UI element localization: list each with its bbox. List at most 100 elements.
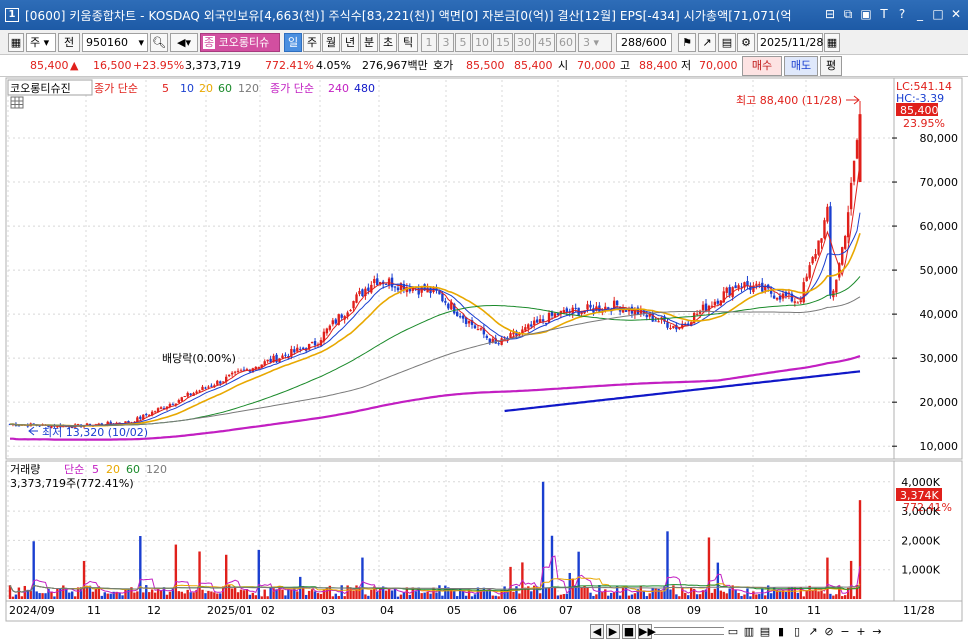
stock-name[interactable]: 종 코오롱티슈 [200, 33, 280, 52]
link-icon[interactable]: ⊟ [824, 7, 836, 21]
indicator-icon[interactable]: ⚑ [678, 33, 696, 52]
candle-body [183, 396, 186, 398]
tf-day-button[interactable]: 일 [284, 33, 302, 52]
pin-icon[interactable]: ▣ [860, 7, 872, 21]
play-icon[interactable]: ▶ [606, 623, 620, 639]
volume-bar [841, 596, 844, 599]
table-icon[interactable] [10, 96, 24, 109]
interval-select[interactable]: 3 ▾ [578, 33, 612, 52]
view-icon[interactable]: ▥ [743, 624, 755, 638]
search-icon[interactable]: 🔍︎ [150, 33, 168, 52]
tf-week-button[interactable]: 주 [303, 33, 321, 52]
tf-year-button[interactable]: 년 [341, 33, 359, 52]
candle-body [672, 325, 675, 329]
interval-10[interactable]: 10 [472, 33, 492, 52]
volume-bar [44, 593, 47, 599]
x-tick-label: 10 [754, 604, 768, 617]
ma5-label: 5 [162, 82, 169, 95]
volume-bar [808, 585, 811, 599]
calendar-icon[interactable]: ▦ [824, 33, 840, 52]
volume-bar [601, 591, 604, 599]
candle-body [174, 403, 178, 406]
minus-icon[interactable]: − [840, 624, 850, 638]
scrollbar[interactable] [654, 627, 724, 635]
market-select[interactable]: 주 ▾ [26, 33, 56, 52]
sound-icon[interactable]: ◀▾ [170, 33, 198, 52]
volume-bar [213, 592, 216, 599]
candle-body [823, 220, 826, 239]
volume-bar [506, 590, 509, 599]
panel-stock-tag[interactable]: 코오롱티슈진 [10, 82, 71, 95]
ma480-label: 480 [354, 82, 375, 95]
draw-icon[interactable]: ↗ [698, 33, 716, 52]
interval-45[interactable]: 45 [535, 33, 555, 52]
volume-panel[interactable] [5, 460, 895, 602]
candle-body [669, 327, 672, 329]
plus-icon[interactable]: + [856, 624, 866, 638]
volume-bar [245, 589, 249, 599]
volume-label[interactable]: 거래량 [10, 463, 40, 476]
vol-ma120-label: 120 [146, 463, 167, 476]
settings-icon[interactable]: ⚙ [737, 33, 755, 52]
volume-bar [352, 590, 355, 599]
maximize-icon[interactable]: □ [932, 7, 944, 21]
tf-month-button[interactable]: 월 [322, 33, 340, 52]
eval-button[interactable]: 평 [820, 56, 842, 76]
volume-bar [447, 587, 450, 599]
volume-bar [417, 587, 420, 599]
candle-body [245, 369, 249, 371]
volume-bar [296, 591, 299, 599]
right-arrow-icon[interactable]: → [872, 624, 882, 638]
x-tick-label: 03 [321, 604, 335, 617]
minimize-icon[interactable]: _ [917, 7, 923, 21]
candle-body [435, 287, 438, 291]
interval-60[interactable]: 60 [556, 33, 576, 52]
candle-body [734, 285, 737, 289]
stack-icon[interactable]: ▤ [759, 624, 771, 638]
volume-bar [778, 590, 782, 599]
close-icon[interactable]: ✕ [950, 7, 962, 21]
candle-icon[interactable]: ▯ [793, 624, 801, 638]
interval-3[interactable]: 3 [438, 33, 454, 52]
volume-bar [222, 586, 225, 599]
interval-30[interactable]: 30 [514, 33, 534, 52]
prev-button[interactable]: 전 [58, 33, 80, 52]
date-input[interactable]: 2025/11/28 [757, 33, 823, 52]
copy-icon[interactable]: ⧉ [843, 7, 853, 21]
candle-body [737, 285, 740, 289]
fast-forward-icon[interactable]: ▶▶ [638, 623, 656, 639]
tf-tick-button[interactable]: 틱 [398, 33, 418, 52]
stock-code-input[interactable]: 950160 ▾ [82, 33, 148, 52]
scroll-left-icon[interactable]: ◀ [590, 623, 604, 639]
font-icon[interactable]: T [880, 7, 888, 21]
sell-button[interactable]: 매도 [784, 56, 818, 76]
interval-1[interactable]: 1 [421, 33, 437, 52]
buy-button[interactable]: 매수 [742, 56, 782, 76]
volume-value: 3,373,719 [185, 59, 241, 72]
trend-icon[interactable]: ↗ [808, 624, 818, 638]
volume-bar [479, 589, 483, 599]
candle-body [100, 423, 104, 425]
bar-chart-icon[interactable]: ▮ [777, 624, 785, 638]
interval-5[interactable]: 5 [455, 33, 471, 52]
zoom-reset-icon[interactable]: ⊘ [824, 624, 834, 638]
candle-body [775, 297, 779, 300]
stop-icon[interactable]: ■ [622, 623, 636, 639]
save-icon[interactable]: ▤ [718, 33, 736, 52]
tf-second-button[interactable]: 초 [379, 33, 397, 52]
volume-bar [429, 593, 432, 599]
zoom-out-icon[interactable]: ▭ [727, 624, 739, 638]
candle-body [846, 212, 850, 238]
volume-bar [509, 566, 512, 599]
count-input[interactable]: 288/600 [616, 33, 672, 52]
grid-icon[interactable]: ▦ [8, 33, 24, 52]
volume-bar [464, 595, 468, 599]
volume-bar [76, 587, 80, 599]
tf-minute-button[interactable]: 분 [360, 33, 378, 52]
volume-bar [746, 588, 749, 599]
volume-bar [482, 587, 486, 599]
interval-15[interactable]: 15 [493, 33, 513, 52]
help-icon[interactable]: ? [898, 7, 906, 21]
volume-bar [438, 585, 441, 599]
